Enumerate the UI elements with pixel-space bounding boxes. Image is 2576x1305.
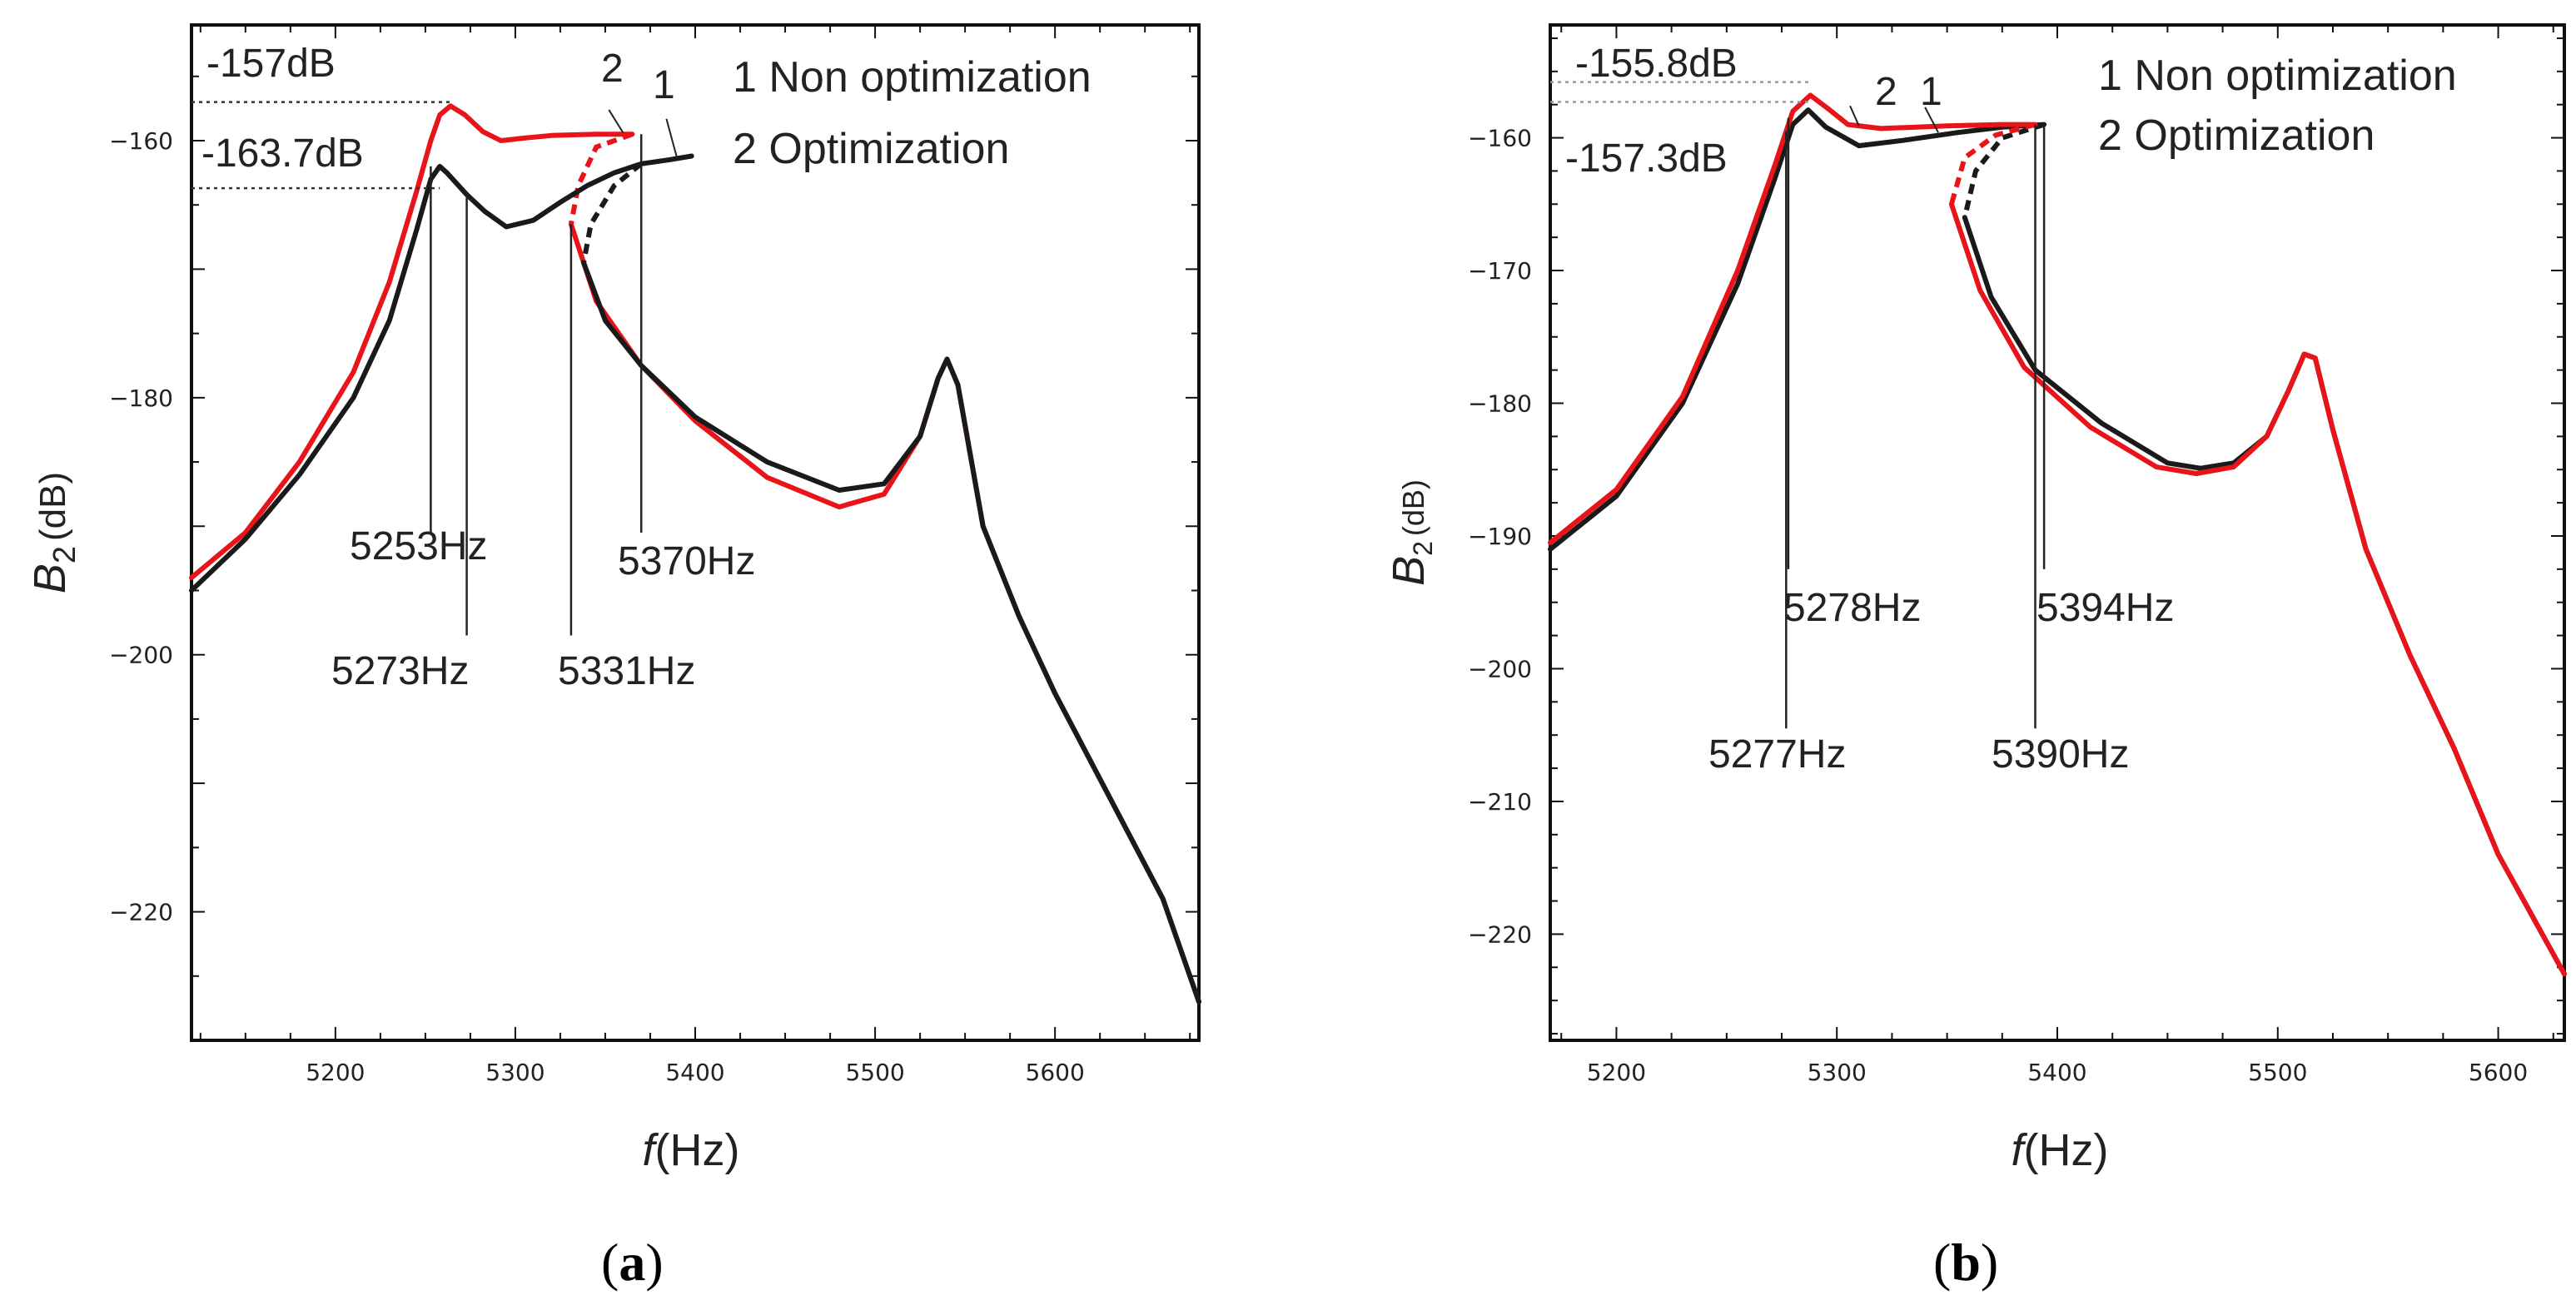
freq-label-5278: 5278Hz [1783,586,1921,630]
series-line-lower-red [568,221,1201,1005]
x-tick-label: 5600 [2469,1059,2528,1086]
series-line-unstable-red [1949,122,2036,206]
curve-tag-2-b: 2 [1875,70,1897,114]
panel-b: 5200 5300 5400 5500 5600 −160 −170 −180 −190 −200… [1384,23,2567,1292]
y-axis-title-base-b: B [1384,556,1434,586]
y-axis-title-a: B2 (dB) [25,472,82,593]
y-tick-label: −200 [109,642,173,669]
x-tick-label: 5500 [845,1059,904,1086]
x-tick-label: 5300 [1808,1059,1867,1086]
series-line-lower-red [1948,201,2567,977]
freq-label-5331: 5331Hz [558,649,695,693]
series-line-lower-black [581,260,1201,1005]
panel-label-open-b: ( [1933,1233,1951,1292]
series-line-upper-red [189,103,635,581]
y-tick-label: −190 [1468,523,1532,550]
curve-tag-leader [1849,105,1860,127]
freq-label-5370: 5370Hz [618,539,755,583]
curve-tag-1-b: 1 [1920,70,1942,114]
y-tick-label: −160 [109,127,173,155]
db-annotation-bottom-b: -157.3dB [1565,136,1728,181]
y-tick-label: −200 [1468,655,1532,682]
x-tick-label: 5200 [306,1059,365,1086]
series-line-unstable-black [1962,122,2046,218]
panel-label-letter-b: b [1951,1233,1981,1292]
legend-entry-2: 2 Optimization [733,125,1009,173]
y-tick-label: −170 [1468,257,1532,285]
y-axis-title-base-a: B [25,563,75,593]
legend-entry-1: 1 Non optimization [733,53,1092,102]
db-annotation-bottom: -163.7dB [201,131,364,176]
curves-a [189,103,1201,1005]
curve-tag-leader [1924,107,1939,133]
series-line-upper-red [1548,92,2038,545]
x-axis-title-italic-b: f [2012,1125,2028,1175]
x-axis-title-b: f(Hz) [2012,1125,2109,1175]
tick-marks-b: 5200 5300 5400 5500 5600 −160 −170 −180 −190 −200… [1468,25,2564,1086]
x-tick-label: 5600 [1026,1059,1085,1086]
panel-label-open-a: ( [601,1233,619,1292]
x-axis-title-unit-b: (Hz) [2024,1125,2109,1175]
x-tick-label: 5400 [2027,1059,2086,1086]
series-line-unstable-red [568,131,634,225]
x-tick-label: 5300 [485,1059,545,1086]
legend-entry-2-b: 2 Optimization [2098,112,2375,160]
series-line-upper-black [189,153,694,593]
curve-tag-2: 2 [601,47,624,91]
curve-tag-leader [608,109,624,134]
x-axis-title-a: f(Hz) [643,1125,740,1175]
freq-label-5390: 5390Hz [1992,732,2129,777]
panel-label-b: (b) [1933,1233,1998,1292]
y-axis-title-sub-a: 2 [47,546,82,563]
x-tick-label: 5500 [2248,1059,2307,1086]
curve-tag-leader [665,118,679,159]
x-tick-label: 5400 [665,1059,724,1086]
x-axis-title-italic-a: f [643,1125,659,1175]
series-line-unstable-black [581,161,644,264]
x-axis-title-unit-a: (Hz) [655,1125,740,1175]
curves-b [1548,92,2567,977]
y-tick-label: −160 [1468,125,1532,152]
annotation-guides-a [191,101,679,636]
y-tick-label: −220 [1468,920,1532,948]
annotation-guides-b [1550,81,2046,729]
y-tick-label: −210 [1468,788,1532,816]
x-tick-label: 5200 [1587,1059,1646,1086]
db-annotation-top-b: -155.8dB [1575,42,1738,86]
y-tick-label: −180 [109,385,173,412]
y-axis-title-b: B2 (dB) [1384,479,1438,586]
series-line-upper-black [1548,107,2047,552]
freq-label-5277: 5277Hz [1708,732,1846,777]
freq-label-5273: 5273Hz [331,649,469,693]
legend-entry-1-b: 1 Non optimization [2098,52,2457,100]
y-tick-label: −180 [1468,390,1532,418]
panel-label-letter-a: a [619,1233,645,1292]
freq-label-5394: 5394Hz [2036,586,2174,630]
panel-label-a: (a) [601,1233,664,1292]
y-tick-label: −220 [109,899,173,926]
y-axis-title-sub-b: 2 [1408,541,1438,556]
panel-a: 5200 5300 5400 5500 5600 −160 −180 −200 −220 1 N… [25,23,1201,1292]
tick-marks-a: 5200 5300 5400 5500 5600 −160 −180 −200 −220 [109,25,1199,1086]
y-axis-title-unit-b: (dB) [1396,479,1430,536]
panel-label-close-a: ) [645,1233,663,1292]
curve-tag-1: 1 [653,63,675,107]
y-axis-title-unit-a: (dB) [32,472,73,541]
plot-frame-a [190,23,1201,1042]
freq-label-5253: 5253Hz [350,524,487,568]
panel-label-close-b: ) [1981,1233,1998,1292]
db-annotation-top: -157dB [206,42,336,86]
